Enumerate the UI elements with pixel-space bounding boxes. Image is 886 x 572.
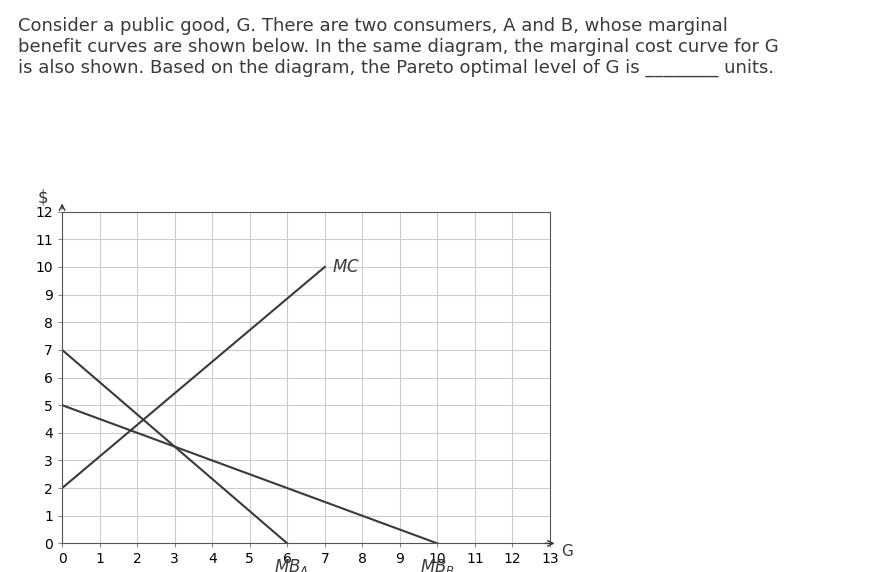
Text: $MB_B$: $MB_B$ bbox=[419, 557, 455, 572]
Text: $MB_A$: $MB_A$ bbox=[273, 557, 308, 572]
Text: $: $ bbox=[38, 188, 49, 206]
Text: Consider a public good, G. There are two consumers, A and B, whose marginal
bene: Consider a public good, G. There are two… bbox=[18, 17, 778, 77]
Text: $MC$: $MC$ bbox=[332, 258, 360, 276]
Text: G: G bbox=[561, 544, 572, 559]
